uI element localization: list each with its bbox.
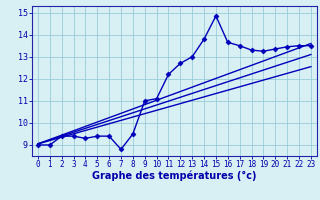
X-axis label: Graphe des températures (°c): Graphe des températures (°c) [92,171,257,181]
